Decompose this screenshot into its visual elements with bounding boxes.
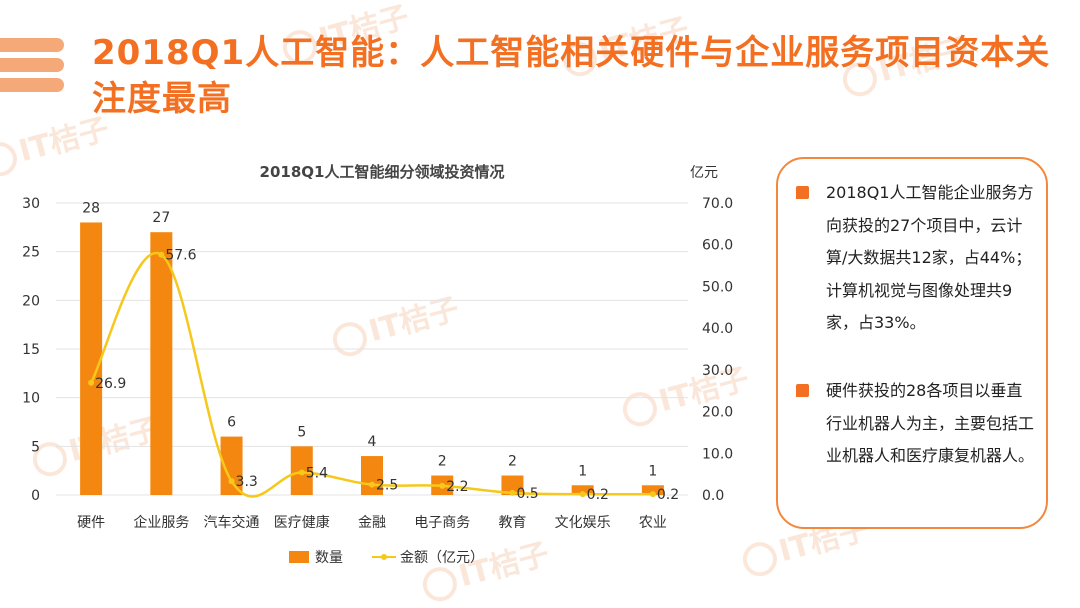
y-right-axis-label: 亿元 (690, 165, 718, 181)
line-value-label: 2.2 (446, 479, 468, 495)
bar-value-label: 1 (648, 463, 657, 479)
line-value-label: 5.4 (306, 465, 328, 481)
x-tick-label: 农业 (639, 515, 667, 531)
line-value-label: 26.9 (95, 376, 126, 392)
line-value-label: 57.6 (165, 248, 196, 264)
bar-value-label: 6 (227, 415, 236, 431)
decor-stripe (0, 58, 64, 72)
note-text: 硬件获投的28各项目以垂直行业机器人为主，主要包括工业机器人和医疗康复机器人。 (826, 381, 1035, 465)
y-right-tick-label: 60.0 (702, 238, 733, 254)
investment-chart: 2018Q1人工智能细分领域投资情况0510152025300.010.020.… (22, 163, 733, 566)
y-right-tick-label: 20.0 (702, 405, 733, 421)
notes-box: 2018Q1人工智能企业服务方向获投的27个项目中，云计算/大数据共12家，占4… (776, 157, 1048, 529)
line-point (579, 491, 586, 498)
x-tick-label: 汽车交通 (204, 514, 260, 531)
y-left-tick-label: 25 (22, 245, 40, 261)
legend-swatch-bar (289, 551, 309, 563)
bar-value-label: 1 (578, 463, 587, 479)
y-left-tick-label: 20 (22, 293, 40, 309)
line-point (88, 379, 95, 386)
line-value-label: 0.5 (516, 486, 538, 502)
note-item: 硬件获投的28各项目以垂直行业机器人为主，主要包括工业机器人和医疗康复机器人。 (796, 375, 1036, 473)
line-point (439, 482, 446, 489)
line-value-label: 2.5 (376, 478, 398, 494)
bar-value-label: 2 (438, 454, 447, 470)
bar (220, 436, 243, 495)
bar-value-label: 2 (508, 454, 517, 470)
y-right-tick-label: 0.0 (702, 488, 724, 504)
speech-bubble-icon (796, 186, 809, 199)
y-right-tick-label: 10.0 (702, 446, 733, 462)
bar (571, 485, 594, 495)
bar-value-label: 4 (368, 434, 377, 450)
note-text: 2018Q1人工智能企业服务方向获投的27个项目中，云计算/大数据共12家，占4… (826, 183, 1034, 332)
y-right-tick-label: 40.0 (702, 321, 733, 337)
line-point (228, 478, 235, 485)
y-left-tick-label: 30 (22, 196, 40, 212)
y-left-tick-label: 10 (22, 391, 40, 407)
bar (150, 232, 173, 495)
line-point (509, 489, 516, 496)
bar (641, 485, 664, 495)
note-item: 2018Q1人工智能企业服务方向获投的27个项目中，云计算/大数据共12家，占4… (796, 177, 1036, 340)
y-left-tick-label: 0 (31, 488, 40, 504)
x-tick-label: 文化娱乐 (555, 515, 611, 531)
line-value-label: 0.2 (657, 487, 679, 503)
bar-value-label: 5 (297, 424, 306, 440)
page-title: 2018Q1人工智能：人工智能相关硬件与企业服务项目资本关注度最高 (92, 33, 1051, 119)
y-right-tick-label: 70.0 (702, 196, 733, 212)
decor-stripe (0, 38, 64, 52)
bar (501, 475, 524, 495)
bar (80, 222, 103, 495)
y-left-tick-label: 15 (22, 342, 40, 358)
line-point (649, 491, 656, 498)
y-right-tick-label: 50.0 (702, 279, 733, 295)
line-value-label: 0.2 (587, 487, 609, 503)
x-tick-label: 电子商务 (414, 515, 470, 531)
y-left-tick-label: 5 (31, 439, 40, 455)
x-tick-label: 医疗健康 (274, 514, 330, 531)
x-tick-label: 金融 (358, 515, 386, 531)
legend-label: 数量 (315, 550, 343, 566)
legend-swatch-point (381, 554, 387, 560)
bar-value-label: 27 (152, 210, 170, 226)
legend-label: 金额（亿元） (400, 550, 484, 566)
line-value-label: 3.3 (236, 474, 258, 490)
decor-stripe (0, 78, 64, 92)
y-right-tick-label: 30.0 (702, 363, 733, 379)
line-point (298, 469, 305, 476)
speech-bubble-icon (796, 384, 809, 397)
x-tick-label: 企业服务 (133, 514, 189, 531)
line-point (369, 481, 375, 488)
x-tick-label: 硬件 (77, 515, 105, 531)
line-point (158, 251, 165, 258)
bar-value-label: 28 (82, 200, 100, 216)
chart-title: 2018Q1人工智能细分领域投资情况 (260, 163, 505, 181)
x-tick-label: 教育 (498, 515, 526, 531)
